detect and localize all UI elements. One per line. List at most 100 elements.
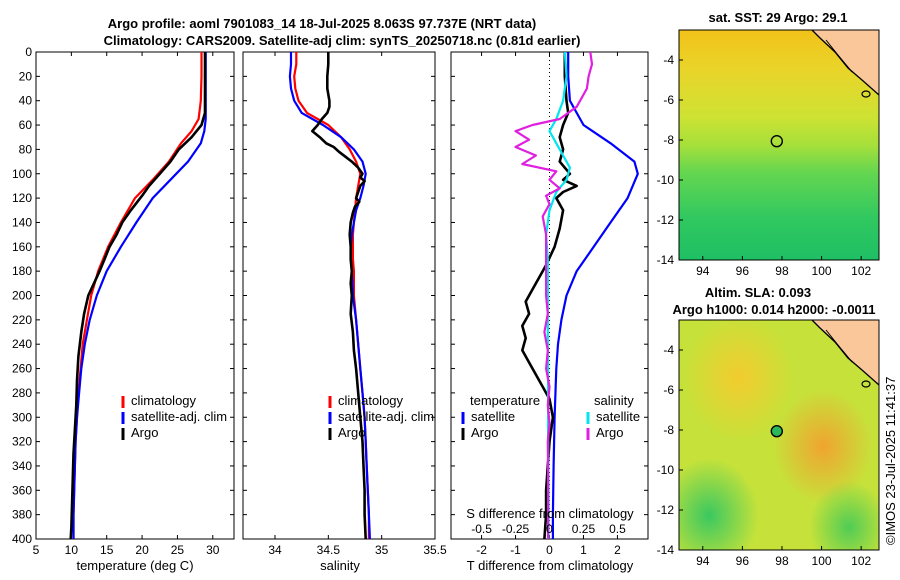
- figure-title-line1: Argo profile: aoml 7901083_14 18-Jul-202…: [108, 16, 536, 31]
- sst-argo-location-marker: [770, 134, 783, 148]
- x-tick-label: 5: [33, 543, 40, 557]
- sla-land: [812, 320, 879, 385]
- sla-island-coast: [825, 329, 853, 363]
- sla-map-panel: Altim. SLA: 0.093 Argo h1000: 0.014 h200…: [657, 285, 880, 568]
- series-line-satellite-adj-clim: [288, 52, 371, 539]
- salinity-panel: 34 34.5 35 35.5 salinity climatology satell…: [242, 51, 447, 573]
- difference-xlabel: T difference from climatology: [467, 558, 634, 573]
- sst-map-frame: [678, 29, 880, 261]
- y-tick-label: 300: [12, 410, 32, 424]
- salinity-legend: climatology satellite-adj. clim Argo: [328, 393, 434, 440]
- y-tick-label: 160: [12, 240, 32, 254]
- map-x-tick-label: 96: [736, 264, 750, 278]
- legend-argo-label: Argo: [338, 425, 365, 440]
- map-y-tick-label: -10: [657, 463, 675, 477]
- map-y-tick-label: -8: [663, 423, 674, 437]
- salinity-difference-ticks: -0.5 -0.25 0 0.25 0.5: [471, 522, 626, 536]
- difference-ticks: -2 -1 0 1 2: [451, 51, 648, 557]
- y-tick-label: 380: [12, 508, 32, 522]
- y-tick-label: 400: [12, 532, 32, 546]
- s-diff-tick-label: -0.5: [471, 522, 492, 536]
- x-tick-label: 35: [375, 543, 389, 557]
- y-tick-label: 20: [19, 69, 33, 83]
- figure-title-line2: Climatology: CARS2009. Satellite-adj cli…: [104, 33, 581, 48]
- series-line-temperature-argo: [520, 52, 579, 539]
- temperature-xlabel: temperature (deg C): [76, 558, 193, 573]
- legend-s-satellite-label: satellite: [596, 409, 640, 424]
- map-x-tick-label: 100: [812, 554, 832, 568]
- y-tick-label: 100: [12, 167, 32, 181]
- y-tick-label: 140: [12, 215, 32, 229]
- sla-map-ticks: 94 96 98 100 102 -4 -6 -8 -10 -12 -14: [657, 343, 872, 568]
- map-y-tick-label: -14: [657, 253, 675, 267]
- series-line-climatology: [293, 52, 370, 539]
- map-x-tick-label: 96: [736, 554, 750, 568]
- legend-argo-label: Argo: [131, 425, 158, 440]
- s-diff-tick-label: 0.5: [609, 522, 626, 536]
- sst-field: [679, 30, 879, 260]
- s-diff-tick-label: 0.25: [572, 522, 596, 536]
- difference-legend: temperature satellite Argo salinity sate…: [461, 393, 640, 440]
- map-y-tick-label: -6: [663, 93, 674, 107]
- sst-map-title: sat. SST: 29 Argo: 29.1: [709, 10, 848, 25]
- y-tick-label: 200: [12, 289, 32, 303]
- y-tick-label: 280: [12, 386, 32, 400]
- sla-island: [861, 380, 871, 388]
- map-y-tick-label: -6: [663, 383, 674, 397]
- map-x-tick-label: 102: [851, 264, 871, 278]
- y-tick-label: 120: [12, 191, 32, 205]
- salinity-xlabel: salinity: [320, 558, 360, 573]
- legend-s-argo-label: Argo: [596, 425, 623, 440]
- map-x-tick-label: 98: [775, 554, 789, 568]
- legend-satellite-label: satellite-adj. clim: [131, 409, 227, 424]
- map-y-tick-label: -12: [657, 213, 675, 227]
- x-tick-label: 34: [268, 543, 282, 557]
- legend-satellite-label: satellite-adj. clim: [338, 409, 434, 424]
- map-y-tick-label: -4: [663, 343, 674, 357]
- legend-climatology-label: climatology: [131, 393, 197, 408]
- x-tick-label: 25: [171, 543, 185, 557]
- series-line-satellite-adj-clim: [72, 52, 207, 539]
- map-y-tick-label: -8: [663, 133, 674, 147]
- imos-watermark: ©IMOS 23-Jul-2025 11:41:37: [883, 377, 898, 545]
- series-line-argo: [69, 52, 207, 539]
- sst-land: [812, 30, 879, 95]
- sla-map-frame: [678, 319, 880, 551]
- difference-s-xlabel: S difference from climatology: [466, 506, 634, 521]
- map-y-tick-label: -4: [663, 53, 674, 67]
- salinity-axes-frame: [242, 51, 436, 540]
- legend-t-satellite-label: satellite: [471, 409, 515, 424]
- y-tick-label: 260: [12, 362, 32, 376]
- y-tick-label: 340: [12, 459, 32, 473]
- map-x-tick-label: 100: [812, 264, 832, 278]
- series-line-salinity-argo: [514, 52, 594, 539]
- sla-map-title: Altim. SLA: 0.093: [705, 285, 811, 300]
- map-x-tick-label: 94: [696, 264, 710, 278]
- x-tick-label: 2: [614, 543, 621, 557]
- legend-climatology-label: climatology: [338, 393, 404, 408]
- series-line-temperature-satellite: [551, 52, 639, 539]
- sst-map-ticks: 94 96 98 100 102 -4 -6 -8 -10 -12 -14: [657, 53, 872, 278]
- map-x-tick-label: 98: [775, 264, 789, 278]
- y-tick-label: 240: [12, 337, 32, 351]
- x-tick-label: 20: [135, 543, 149, 557]
- y-tick-label: 360: [12, 483, 32, 497]
- y-tick-label: 220: [12, 313, 32, 327]
- series-line-argo: [310, 52, 367, 539]
- x-tick-label: 35.5: [423, 543, 447, 557]
- map-x-tick-label: 94: [696, 554, 710, 568]
- legend-t-argo-label: Argo: [471, 425, 498, 440]
- x-tick-label: 34.5: [317, 543, 341, 557]
- x-tick-label: -1: [510, 543, 521, 557]
- map-y-tick-label: -12: [657, 503, 675, 517]
- series-line-climatology: [72, 52, 203, 539]
- x-tick-label: 1: [580, 543, 587, 557]
- salinity-lines: [288, 52, 371, 539]
- map-y-tick-label: -14: [657, 543, 675, 557]
- y-tick-label: 80: [19, 142, 33, 156]
- map-y-tick-label: -10: [657, 173, 675, 187]
- legend-salinity-title: salinity: [594, 393, 634, 408]
- x-tick-label: 10: [65, 543, 79, 557]
- y-tick-label: 180: [12, 264, 32, 278]
